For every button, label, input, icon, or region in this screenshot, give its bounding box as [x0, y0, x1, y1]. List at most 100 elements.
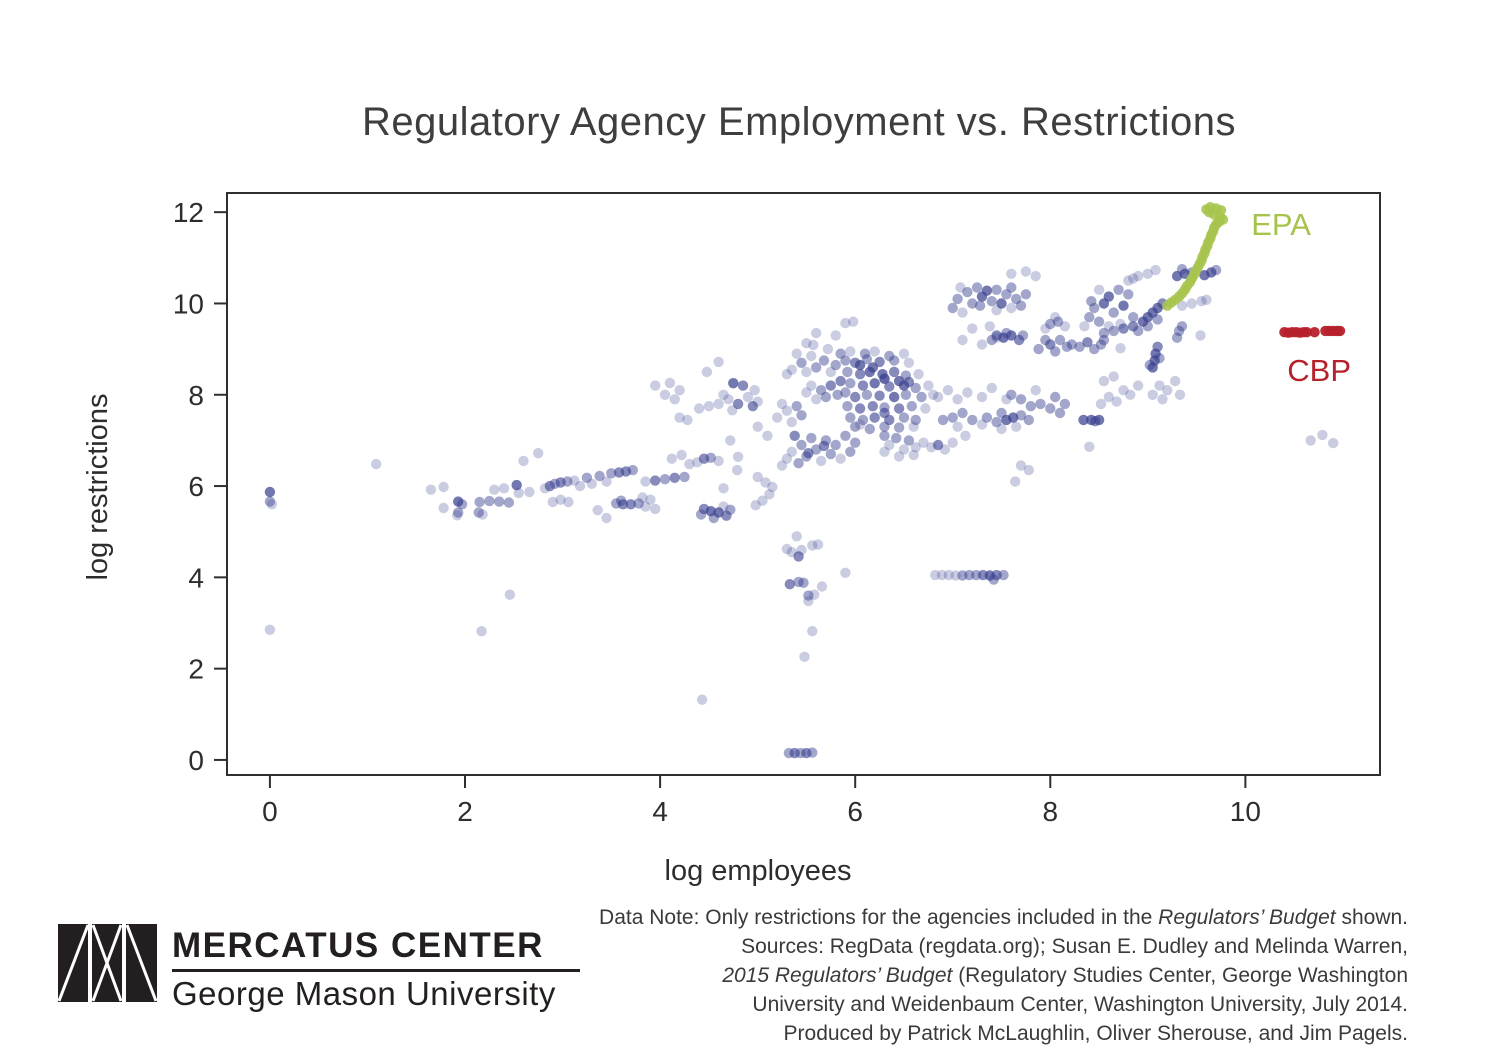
agencies-point [903, 376, 915, 388]
agencies-point [840, 355, 851, 366]
agencies-point [1118, 323, 1129, 334]
agencies-point [1090, 416, 1101, 427]
agencies-point [581, 472, 593, 483]
agencies-point [884, 439, 895, 451]
agencies-point [903, 435, 915, 446]
agencies-point [898, 444, 910, 455]
agencies-point [728, 378, 739, 389]
y-tick-label: 6 [188, 471, 204, 502]
agencies-point [1001, 327, 1012, 339]
agencies-point [845, 446, 856, 457]
agencies-point [967, 414, 978, 426]
agencies-point [1006, 330, 1017, 341]
agencies-point [752, 421, 763, 432]
label-epa: EPA [1251, 207, 1311, 242]
agencies-point [1147, 389, 1158, 400]
agencies-point [957, 407, 968, 419]
agencies-point [793, 576, 804, 588]
agencies-point [781, 543, 793, 555]
agencies-point [659, 389, 671, 400]
agencies-point [803, 590, 814, 601]
agencies-point [1093, 316, 1105, 327]
agencies-point [786, 416, 797, 428]
agencies-point [791, 348, 802, 359]
agencies-point [705, 452, 716, 463]
agencies-point [947, 437, 958, 448]
agencies-point [498, 483, 510, 494]
agencies-point [1061, 341, 1073, 352]
agencies-point [1040, 323, 1051, 334]
agencies-point [452, 510, 463, 521]
note-line: Data Note: Only restrictions for the age… [599, 906, 1408, 929]
agencies-point [981, 285, 993, 296]
agencies-point [801, 387, 812, 398]
agencies-point [957, 307, 968, 318]
agencies-point [1113, 284, 1124, 295]
agencies-point [453, 507, 464, 518]
agencies-point [964, 569, 975, 581]
agencies-point [960, 430, 971, 441]
agencies-point [942, 385, 954, 396]
agencies-point [803, 448, 814, 459]
agencies-point [781, 405, 793, 416]
agencies-point [1108, 325, 1119, 337]
agencies-point [913, 369, 924, 380]
agencies-point [425, 484, 437, 495]
agencies-point [1128, 273, 1139, 284]
agencies-point [1103, 291, 1115, 302]
agencies-point [617, 499, 629, 510]
agencies-point [809, 589, 820, 600]
agencies-point [264, 486, 276, 498]
agencies-point [1015, 394, 1027, 405]
agencies-point [1128, 312, 1139, 323]
agencies-point [1059, 398, 1071, 410]
agencies-point [850, 391, 861, 403]
agencies-point [586, 478, 597, 489]
agencies-point [991, 284, 1002, 295]
agencies-point [1015, 410, 1027, 421]
agencies-point [1089, 302, 1100, 314]
agencies-point [879, 446, 890, 457]
agencies-point [625, 499, 636, 510]
agencies-point [547, 496, 558, 508]
agencies-point [728, 377, 739, 389]
agencies-point [489, 484, 500, 495]
agencies-point [718, 389, 729, 400]
agencies-point [801, 338, 812, 349]
agencies-point [533, 448, 544, 459]
agencies-point [962, 286, 973, 298]
agencies-point [1008, 412, 1019, 423]
agencies-point [891, 432, 902, 444]
agencies-point [669, 394, 680, 405]
agencies-point [791, 531, 802, 542]
agencies-point [708, 512, 719, 524]
agencies-point [1118, 300, 1129, 311]
agencies-point [806, 380, 817, 391]
agencies-point [637, 492, 648, 503]
agencies-point [930, 569, 941, 581]
agencies-point [781, 453, 793, 464]
agencies-point [1144, 359, 1156, 371]
agencies-point [772, 412, 783, 423]
agencies-point [1305, 435, 1316, 446]
agencies-point [908, 421, 919, 432]
agencies-point [869, 378, 880, 389]
agencies-point [893, 403, 905, 414]
agencies-point [1095, 339, 1107, 350]
agencies-point [1089, 343, 1100, 355]
x-tick-label: 10 [1230, 796, 1261, 827]
agencies-point [830, 439, 841, 451]
agencies-point [494, 496, 505, 507]
agencies-point [1173, 325, 1185, 337]
agencies-point [1015, 300, 1027, 311]
agencies-point [1020, 266, 1032, 277]
agencies-point [760, 477, 771, 488]
mercatus-logo-mark [58, 924, 158, 1002]
y-axis-label: log restrictions [82, 394, 114, 581]
agencies-point [811, 362, 822, 373]
agencies-point [825, 380, 836, 391]
agencies-point [864, 366, 875, 378]
agencies-point [640, 476, 651, 487]
agencies-point [996, 423, 1007, 435]
agencies-point [666, 453, 677, 464]
